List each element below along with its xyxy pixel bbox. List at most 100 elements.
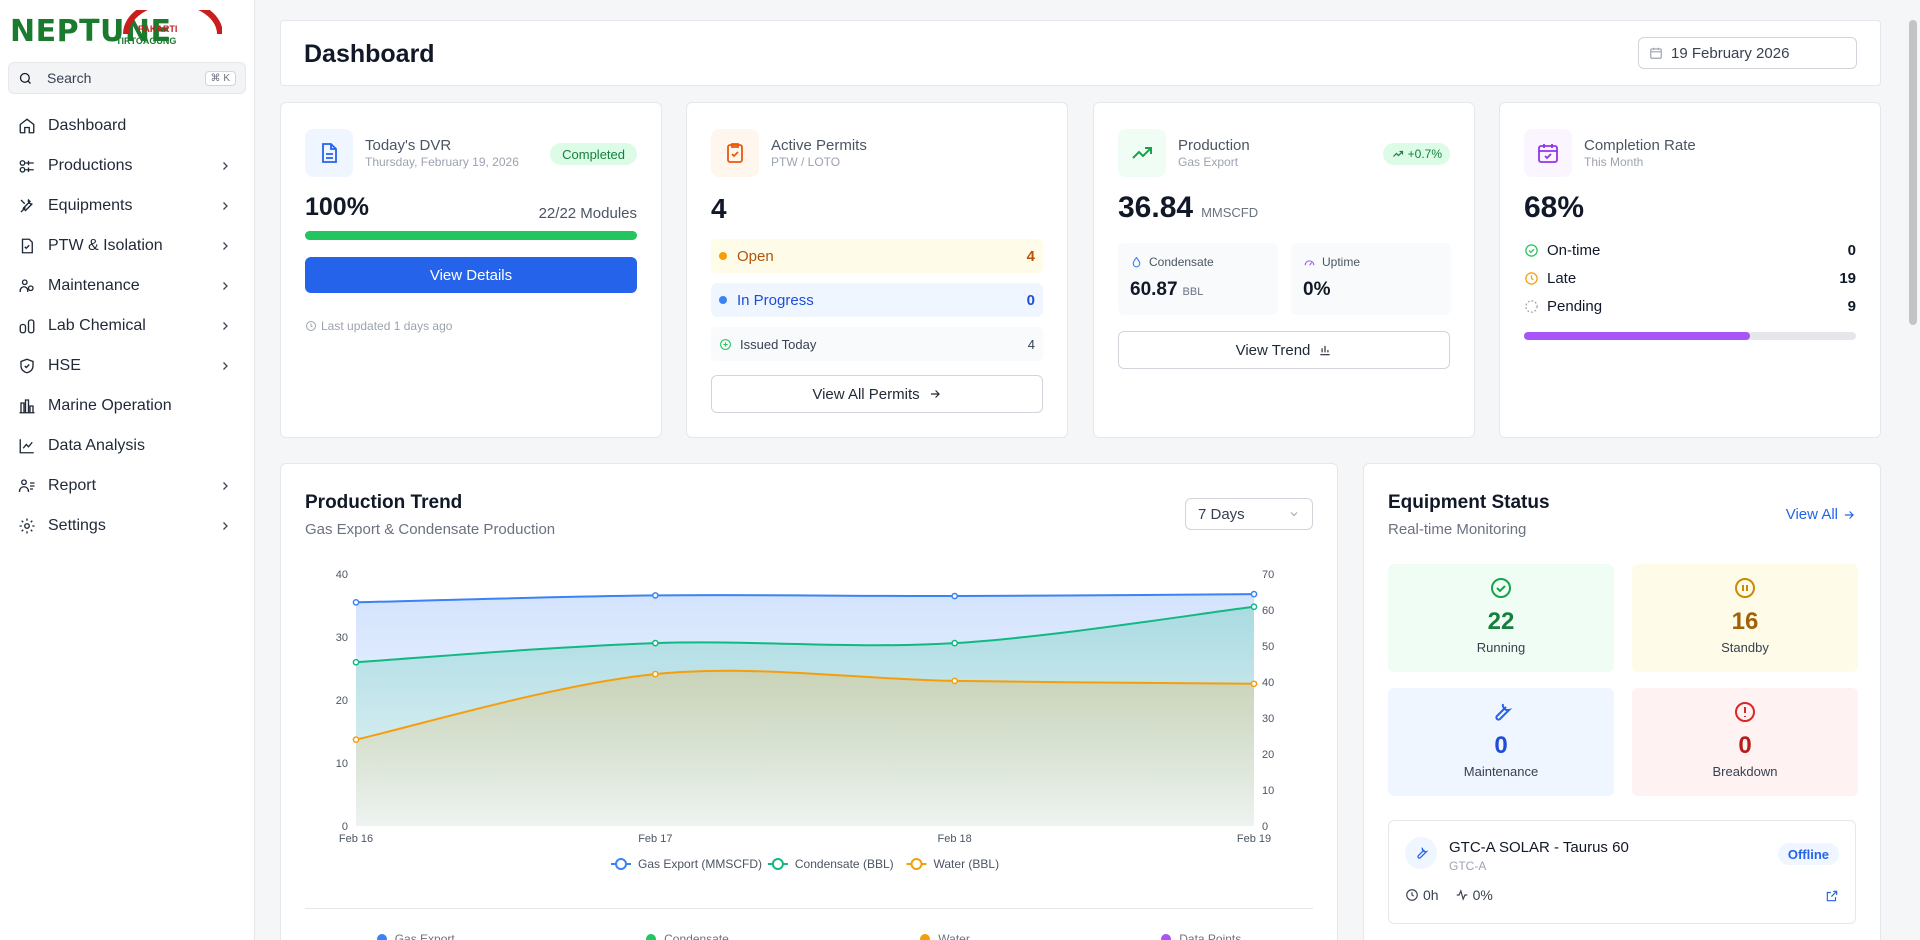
pending-circle-icon	[1525, 299, 1538, 313]
sidebar-item-hse[interactable]: HSE	[0, 346, 254, 386]
tools-icon	[20, 198, 33, 213]
standby-tile[interactable]: 16 Standby	[1632, 564, 1858, 672]
ontime-value: 0	[1847, 241, 1856, 259]
trending-up-icon	[1132, 147, 1152, 159]
sidebar-item-lab-chemical[interactable]: Lab Chemical	[0, 306, 254, 346]
breakdown-value: 0	[1738, 732, 1752, 759]
sidebar-item-label: Report	[48, 477, 97, 494]
data-point	[651, 592, 659, 599]
late-value: 19	[1839, 269, 1856, 287]
brand-tag1: PAKARTI	[138, 24, 178, 34]
activity-icon	[1456, 889, 1467, 901]
permit-issued-label: Issued Today	[740, 336, 817, 352]
gear-icon	[19, 518, 35, 534]
range-select[interactable]: 7 Days	[1185, 498, 1313, 530]
summary-gas: Gas Export	[376, 932, 455, 940]
search-box[interactable]: Search ⌘ K	[8, 62, 246, 94]
y-left-tick-label: 40	[336, 569, 348, 581]
sidebar-item-maintenance[interactable]: Maintenance	[0, 266, 254, 306]
view-trend-button[interactable]: View Trend	[1118, 331, 1450, 369]
clock-icon	[1525, 271, 1538, 285]
equipment-item-code: GTC-A	[1449, 859, 1487, 873]
sidebar-item-equipments[interactable]: Equipments	[0, 186, 254, 226]
page-scrollbar[interactable]	[1909, 20, 1917, 325]
sidebar-item-label: Equipments	[48, 197, 133, 214]
breakdown-tile[interactable]: 0 Breakdown	[1632, 688, 1858, 796]
view-all-permits-button[interactable]: View All Permits	[711, 375, 1043, 413]
production-trend-card: Production Trend Gas Export & Condensate…	[280, 463, 1338, 940]
clock-icon	[306, 321, 316, 331]
legend-label: Gas Export (MMSCFD)	[638, 857, 762, 871]
equipment-item[interactable]: GTC-A SOLAR - Taurus 60 GTC-A Offline 0h…	[1388, 820, 1856, 924]
production-card: Production Gas Export +0.7% 36.84 MMSCFD…	[1093, 102, 1475, 438]
condensate-tile: Condensate 60.87 BBL	[1118, 243, 1278, 315]
dvr-percent: 100%	[305, 193, 369, 221]
factory-icon	[19, 160, 34, 173]
ship-icon	[19, 399, 35, 414]
permit-progress-row[interactable]: In Progress 0	[711, 283, 1043, 317]
x-tick-label: Feb 19	[1237, 833, 1271, 845]
production-subtitle: Gas Export	[1178, 155, 1239, 169]
condensate-value: 60.87	[1130, 279, 1178, 300]
running-value: 22	[1487, 608, 1515, 635]
brand-name: NEPTUNE	[10, 14, 172, 49]
running-tile[interactable]: 22 Running	[1388, 564, 1614, 672]
permits-icon-box	[711, 129, 759, 177]
production-value-row: 36.84 MMSCFD	[1118, 191, 1258, 225]
equipment-status-card: Equipment Status Real-time Monitoring Vi…	[1363, 463, 1881, 940]
search-label: Search	[47, 70, 92, 86]
y-right-tick-label: 10	[1262, 785, 1274, 797]
data-point	[352, 599, 360, 606]
status-badge: Completed	[550, 143, 637, 165]
sidebar-item-ptw[interactable]: PTW & Isolation	[0, 226, 254, 266]
pause-circle-icon	[1735, 578, 1755, 598]
view-all-link[interactable]: View All	[1786, 506, 1856, 523]
shield-icon	[20, 358, 34, 374]
data-point	[1250, 603, 1258, 611]
sidebar-item-data-analysis[interactable]: Data Analysis	[0, 426, 254, 466]
droplet-icon	[1132, 256, 1141, 267]
late-label: Late	[1547, 269, 1577, 287]
uptime-value: 0%	[1303, 279, 1331, 300]
sidebar-item-marine-operation[interactable]: Marine Operation	[0, 386, 254, 426]
date-picker[interactable]: 19 February 2026	[1638, 37, 1857, 69]
maintenance-tile[interactable]: 0 Maintenance	[1388, 688, 1614, 796]
completion-card: Completion Rate This Month 68% On-time 0…	[1499, 102, 1881, 438]
permits-count: 4	[711, 193, 727, 224]
permit-open-row[interactable]: Open 4	[711, 239, 1043, 273]
equipment-item-name: GTC-A SOLAR - Taurus 60	[1449, 839, 1629, 856]
summary-water: Water	[920, 932, 970, 940]
calendar-icon	[1650, 47, 1662, 59]
sidebar-item-label: Dashboard	[48, 117, 127, 134]
y-left-tick-label: 20	[336, 695, 348, 707]
equipment-item-icon-box	[1405, 837, 1437, 869]
permits-subtitle: PTW / LOTO	[771, 155, 841, 169]
chevron-down-icon	[1290, 512, 1298, 517]
x-tick-label: Feb 17	[638, 833, 672, 845]
check-circle-icon	[1525, 243, 1538, 257]
production-unit: MMSCFD	[1201, 205, 1259, 220]
sidebar-item-settings[interactable]: Settings	[0, 506, 254, 546]
wrench-icon	[1417, 847, 1429, 859]
x-tick-label: Feb 18	[938, 833, 972, 845]
completion-rate: 68%	[1524, 191, 1585, 224]
external-link-icon[interactable]	[1825, 889, 1839, 903]
dvr-progress-track	[305, 231, 637, 240]
chevron-right-icon	[223, 362, 228, 370]
sidebar-item-dashboard[interactable]: Dashboard	[0, 106, 254, 146]
plus-circle-icon	[720, 338, 731, 350]
permit-open-value: 4	[1026, 247, 1035, 265]
y-right-tick-label: 20	[1262, 749, 1274, 761]
brand-logo[interactable]: NEPTUNE PAKARTI TIRTOAGUNG	[10, 10, 222, 49]
y-left-tick-label: 0	[342, 821, 348, 833]
equipment-hours: 0h	[1423, 887, 1439, 903]
sidebar-item-report[interactable]: Report	[0, 466, 254, 506]
sidebar-item-productions[interactable]: Productions	[0, 146, 254, 186]
permit-issued-value: 4	[1027, 336, 1035, 352]
data-point	[951, 592, 959, 600]
equipment-title: Equipment Status	[1388, 492, 1550, 513]
y-left-tick-label: 30	[336, 632, 348, 644]
view-details-button[interactable]: View Details	[305, 257, 637, 293]
dvr-card: Today's DVR Thursday, February 19, 2026 …	[280, 102, 662, 438]
trend-chart: 0 10 20 30 40 0 10 20 30 40 50 60 70 Feb 16 Feb 17 Feb …	[336, 569, 1275, 871]
